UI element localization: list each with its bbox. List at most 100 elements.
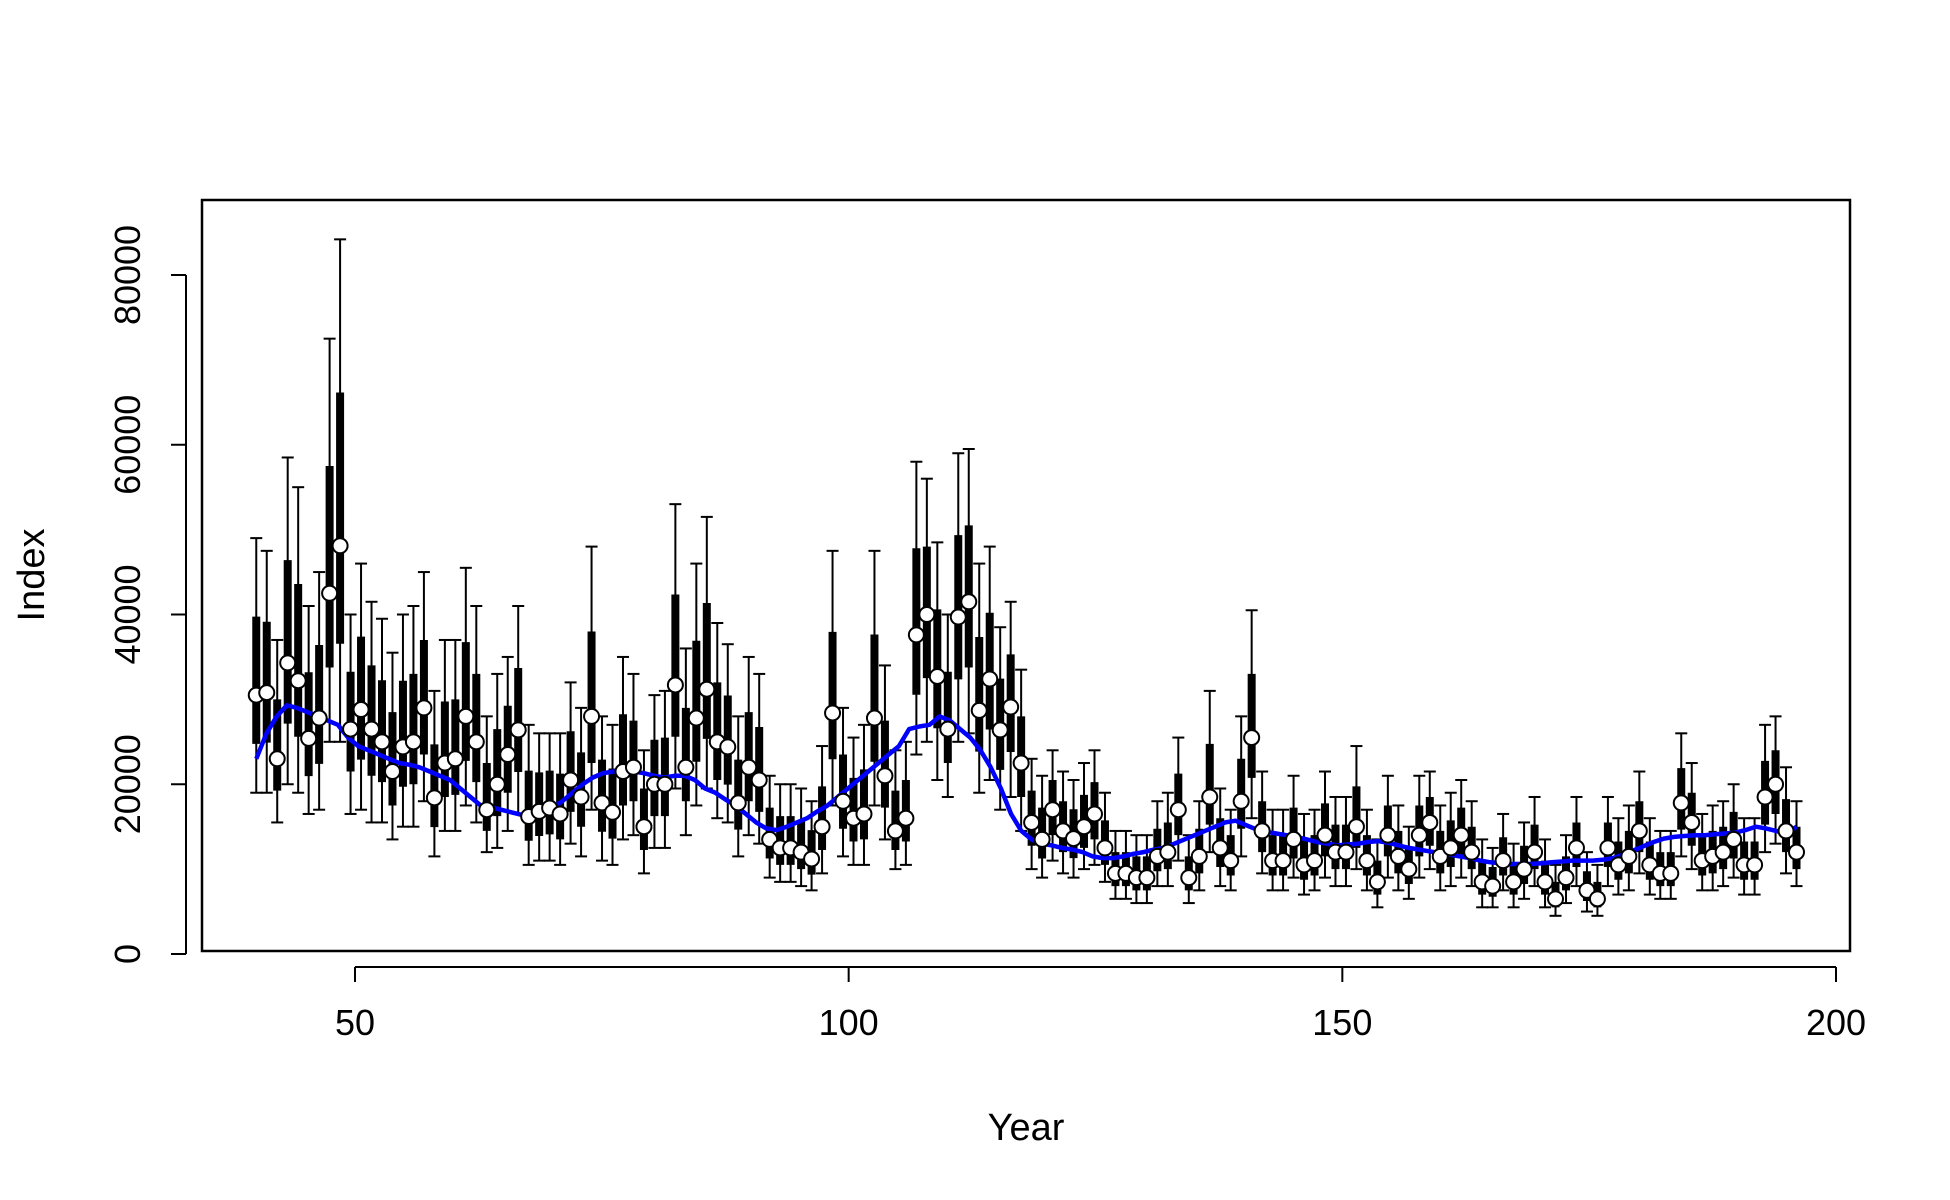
data-point bbox=[824, 704, 842, 722]
data-point bbox=[331, 537, 349, 555]
data-point bbox=[1389, 847, 1407, 865]
x-tick-label: 100 bbox=[819, 1002, 879, 1043]
data-point bbox=[1306, 852, 1324, 870]
data-point bbox=[1337, 843, 1355, 861]
data-point bbox=[1777, 822, 1795, 840]
x-tick-label: 50 bbox=[335, 1002, 375, 1043]
data-point bbox=[1515, 860, 1533, 878]
data-point bbox=[1536, 873, 1554, 891]
data-point bbox=[593, 794, 611, 812]
data-point bbox=[1368, 873, 1386, 891]
data-point bbox=[509, 721, 527, 739]
data-point bbox=[1044, 801, 1062, 819]
data-point bbox=[425, 789, 443, 807]
data-point bbox=[1211, 839, 1229, 857]
data-point bbox=[803, 850, 821, 868]
data-point bbox=[970, 701, 988, 719]
data-point bbox=[1725, 830, 1743, 848]
data-point bbox=[1033, 830, 1051, 848]
data-point bbox=[635, 818, 653, 836]
data-point bbox=[729, 794, 747, 812]
data-point bbox=[687, 709, 705, 727]
data-point bbox=[1567, 839, 1585, 857]
data-point bbox=[1274, 852, 1292, 870]
y-axis-title: Index bbox=[11, 529, 53, 622]
data-point bbox=[373, 733, 391, 751]
data-point bbox=[604, 803, 622, 821]
points-layer bbox=[247, 537, 1806, 908]
data-point bbox=[1232, 792, 1250, 810]
data-point bbox=[939, 720, 957, 738]
data-point bbox=[1547, 890, 1565, 908]
data-point bbox=[300, 729, 318, 747]
data-point bbox=[981, 670, 999, 688]
data-point bbox=[1767, 775, 1785, 793]
smooth-series-line bbox=[254, 703, 1798, 867]
data-point bbox=[583, 707, 601, 725]
data-point bbox=[1243, 729, 1261, 747]
data-point bbox=[415, 699, 433, 717]
data-point bbox=[897, 809, 915, 827]
data-point bbox=[1023, 813, 1041, 831]
data-point bbox=[1169, 801, 1187, 819]
data-point bbox=[677, 758, 695, 776]
data-point bbox=[404, 733, 422, 751]
data-point bbox=[1526, 843, 1544, 861]
data-point bbox=[1138, 869, 1156, 887]
data-point bbox=[1494, 852, 1512, 870]
plot-frame bbox=[200, 198, 1852, 953]
data-point bbox=[310, 709, 328, 727]
data-point bbox=[719, 738, 737, 756]
data-point bbox=[1410, 826, 1428, 844]
data-point bbox=[279, 654, 297, 672]
y-tick-label: 80000 bbox=[107, 225, 148, 325]
data-point bbox=[467, 733, 485, 751]
data-point bbox=[1316, 826, 1334, 844]
data-point bbox=[740, 758, 758, 776]
data-point bbox=[446, 750, 464, 768]
data-point bbox=[666, 676, 684, 694]
data-point bbox=[1557, 869, 1575, 887]
data-point bbox=[876, 767, 894, 785]
data-point bbox=[886, 822, 904, 840]
y-tick-label: 0 bbox=[107, 944, 148, 964]
data-point bbox=[289, 672, 307, 690]
data-point bbox=[1746, 856, 1764, 874]
data-point bbox=[1075, 818, 1093, 836]
data-point bbox=[1002, 698, 1020, 716]
data-point bbox=[363, 720, 381, 738]
x-axis: 50 100 150 200 bbox=[335, 966, 1866, 1043]
data-point bbox=[1620, 847, 1638, 865]
data-point bbox=[457, 707, 475, 725]
data-point bbox=[1683, 813, 1701, 831]
data-point bbox=[1714, 843, 1732, 861]
data-point bbox=[1347, 818, 1365, 836]
data-point bbox=[1012, 754, 1030, 772]
data-point bbox=[656, 775, 674, 793]
smooth-layer bbox=[254, 703, 1798, 867]
data-point bbox=[268, 750, 286, 768]
data-point bbox=[562, 771, 580, 789]
data-point bbox=[624, 758, 642, 776]
data-point bbox=[865, 709, 883, 727]
data-point bbox=[1379, 826, 1397, 844]
y-tick-label: 60000 bbox=[107, 395, 148, 495]
data-point bbox=[834, 792, 852, 810]
data-point bbox=[1285, 830, 1303, 848]
data-point bbox=[1672, 794, 1690, 812]
data-point bbox=[383, 763, 401, 781]
data-point bbox=[352, 701, 370, 719]
data-point bbox=[1442, 839, 1460, 857]
data-point bbox=[1630, 822, 1648, 840]
x-axis-title: Year bbox=[988, 1107, 1065, 1149]
data-point bbox=[813, 818, 831, 836]
data-point bbox=[551, 805, 569, 823]
x-tick-label: 150 bbox=[1312, 1002, 1372, 1043]
y-tick-label: 20000 bbox=[107, 734, 148, 834]
x-tick-label: 200 bbox=[1806, 1002, 1866, 1043]
data-point bbox=[499, 746, 517, 764]
data-point bbox=[1222, 852, 1240, 870]
data-point bbox=[1201, 788, 1219, 806]
data-point bbox=[342, 720, 360, 738]
